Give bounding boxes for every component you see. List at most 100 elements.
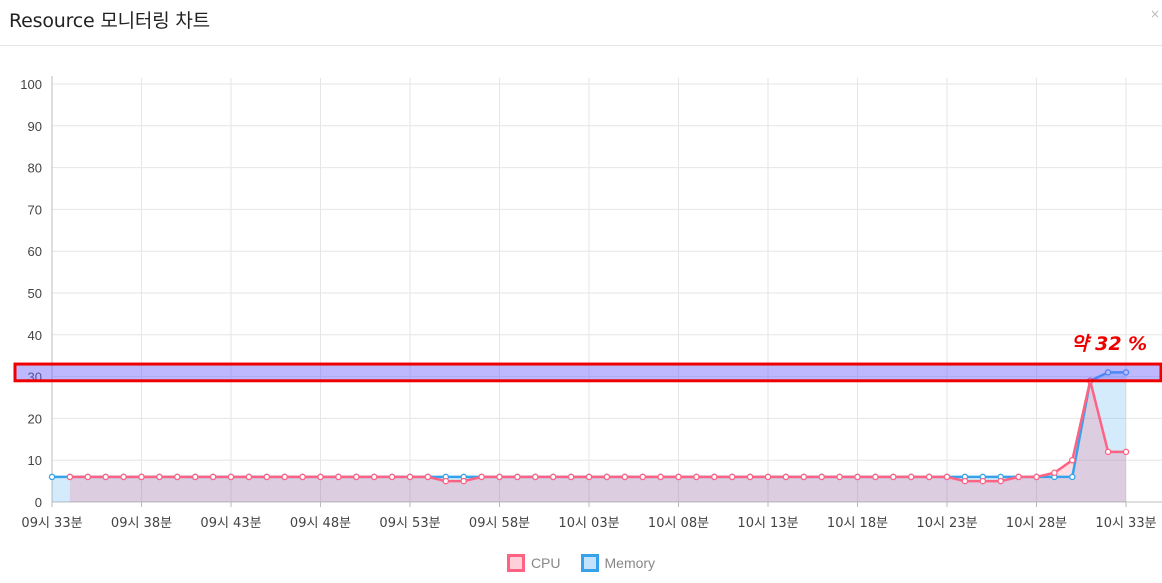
data-point-cpu xyxy=(854,473,861,481)
data-point-cpu xyxy=(585,473,593,481)
data-point-cpu xyxy=(1104,448,1112,456)
data-point-cpu xyxy=(281,473,288,481)
data-point-cpu xyxy=(1069,456,1076,464)
data-point-cpu xyxy=(478,473,485,481)
data-point-cpu xyxy=(657,473,664,481)
data-point-memory xyxy=(48,473,56,481)
series-line-cpu xyxy=(69,379,1126,483)
data-point-cpu xyxy=(818,473,825,481)
data-point-cpu xyxy=(191,473,199,481)
data-point-cpu xyxy=(227,473,235,481)
data-point-cpu xyxy=(1051,469,1058,476)
data-point-cpu xyxy=(442,477,450,485)
data-point-cpu xyxy=(782,473,790,481)
data-point-cpu xyxy=(639,473,646,481)
x-tick-label: 10시 18분 xyxy=(827,516,888,531)
data-point-cpu xyxy=(711,473,718,481)
data-point-cpu xyxy=(299,473,306,481)
x-tick-label: 09시 58분 xyxy=(469,516,530,531)
data-point-cpu xyxy=(603,473,611,481)
data-point-cpu xyxy=(263,473,271,481)
chart-title: Resource 모니터링 차트 xyxy=(9,10,210,32)
x-tick-label: 10시 13분 xyxy=(737,516,798,531)
data-point-cpu xyxy=(317,473,324,481)
y-tick-label: 80 xyxy=(28,161,42,176)
x-tick-label: 09시 33분 xyxy=(21,516,82,531)
y-tick-label: 10 xyxy=(28,453,42,468)
y-tick-label: 70 xyxy=(28,202,42,217)
data-point-cpu xyxy=(1033,473,1040,481)
highlight-band xyxy=(13,362,1162,383)
data-point-memory xyxy=(1122,369,1130,376)
data-point-cpu xyxy=(66,473,74,481)
data-point-cpu xyxy=(120,473,127,481)
y-tick-label: 0 xyxy=(35,495,42,510)
x-tick-label: 10시 28분 xyxy=(1006,516,1067,531)
series-area-memory xyxy=(52,372,1126,502)
cpu-swatch-icon xyxy=(506,554,525,572)
x-tick-label: 10시 23분 xyxy=(916,516,977,531)
y-tick-label: 50 xyxy=(28,286,42,301)
data-point-cpu xyxy=(997,477,1004,485)
data-point-cpu xyxy=(764,473,772,481)
data-point-cpu xyxy=(156,473,163,481)
y-tick-label: 100 xyxy=(20,77,42,92)
data-point-cpu xyxy=(424,473,432,481)
legend-label-cpu: CPU xyxy=(530,555,561,571)
data-point-cpu xyxy=(370,473,378,481)
legend-item-memory[interactable]: Memory xyxy=(580,552,656,574)
x-tick-label: 09시 48분 xyxy=(290,516,351,531)
data-point-cpu xyxy=(496,473,503,481)
close-icon[interactable]: × xyxy=(1149,7,1160,21)
data-point-cpu xyxy=(388,473,396,481)
data-point-cpu xyxy=(728,473,736,481)
data-point-memory xyxy=(1069,473,1076,481)
y-tick-label: 90 xyxy=(28,119,42,134)
data-point-cpu xyxy=(872,473,879,481)
data-point-cpu xyxy=(836,473,843,481)
data-point-cpu xyxy=(102,473,109,481)
data-point-cpu xyxy=(693,473,700,481)
data-point-cpu xyxy=(675,473,682,481)
y-tick-label: 60 xyxy=(28,244,42,259)
data-point-cpu xyxy=(174,473,181,481)
x-tick-label: 10시 33분 xyxy=(1095,516,1156,531)
data-point-cpu xyxy=(406,473,414,481)
data-point-cpu xyxy=(460,477,467,485)
data-point-cpu xyxy=(746,473,754,481)
data-point-cpu xyxy=(549,473,557,481)
data-point-cpu xyxy=(245,473,253,481)
x-tick-label: 09시 38분 xyxy=(111,516,172,531)
highlight-annotation: 약 32 % xyxy=(1071,333,1148,355)
data-point-cpu xyxy=(890,473,897,481)
y-tick-label: 40 xyxy=(28,328,42,343)
data-point-cpu xyxy=(514,473,521,481)
x-tick-label: 09시 43분 xyxy=(200,516,261,531)
data-point-cpu xyxy=(209,473,217,481)
data-point-cpu xyxy=(84,473,92,481)
data-point-cpu xyxy=(621,473,629,481)
data-point-cpu xyxy=(1015,473,1022,481)
data-point-cpu xyxy=(567,473,575,481)
data-point-cpu xyxy=(907,473,915,481)
series-area-cpu xyxy=(69,380,1126,502)
data-point-cpu xyxy=(800,473,808,481)
x-tick-label: 09시 53분 xyxy=(379,516,440,531)
data-point-cpu xyxy=(1122,448,1130,456)
chart-header: Resource 모니터링 차트 × xyxy=(0,0,1162,46)
data-point-cpu xyxy=(335,473,342,481)
data-point-cpu xyxy=(532,473,539,481)
data-point-memory xyxy=(1104,369,1112,376)
legend-label-memory: Memory xyxy=(604,555,656,571)
data-point-cpu xyxy=(943,473,951,481)
memory-swatch-icon xyxy=(580,554,599,572)
x-tick-label: 10시 08분 xyxy=(648,516,709,531)
chart-legend: CPU Memory xyxy=(0,552,1162,574)
y-tick-label: 20 xyxy=(28,411,42,426)
data-point-cpu xyxy=(925,473,933,481)
legend-item-cpu[interactable]: CPU xyxy=(506,552,561,574)
x-tick-label: 10시 03분 xyxy=(558,516,619,531)
data-point-cpu xyxy=(353,473,360,481)
data-point-cpu xyxy=(138,473,145,481)
